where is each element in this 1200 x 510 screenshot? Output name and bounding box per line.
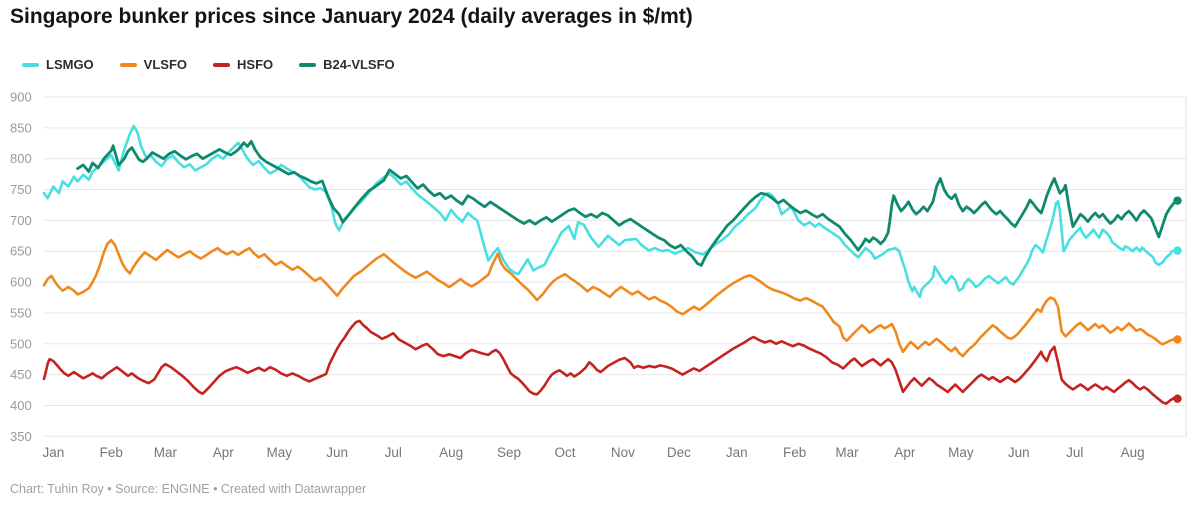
svg-text:550: 550 xyxy=(10,305,32,320)
series-line-b24-vlsfo xyxy=(76,139,1179,267)
hsfo-line-swatch-icon xyxy=(213,62,231,67)
series-endpoint-hsfo xyxy=(1173,394,1182,403)
legend-item-hsfo: HSFO xyxy=(213,57,273,72)
svg-text:May: May xyxy=(948,445,974,460)
svg-text:500: 500 xyxy=(10,336,32,351)
series-lsmgo xyxy=(42,124,1182,299)
series-line-hsfo xyxy=(42,319,1179,405)
legend-label-hsfo: HSFO xyxy=(237,57,274,72)
series-line-vlsfo xyxy=(42,238,1179,358)
chart-legend: LSMGO VLSFO HSFO B24-VLSFO xyxy=(22,57,395,72)
x-axis-labels: Jan Feb Mar Apr May Jun Jul Aug Sep Oct Nov Dec Jan F… xyxy=(42,445,1144,460)
y-axis-labels: 900 850 800 750 700 650 600 550 500 450 400 350 xyxy=(10,90,32,444)
svg-text:Aug: Aug xyxy=(1121,445,1145,460)
legend-item-b24-vlsfo: B24-VLSFO xyxy=(299,57,395,72)
svg-text:Feb: Feb xyxy=(100,445,123,460)
svg-text:Oct: Oct xyxy=(554,445,575,460)
svg-text:Mar: Mar xyxy=(154,445,178,460)
svg-text:May: May xyxy=(267,445,293,460)
series-endpoint-b24-vlsfo xyxy=(1173,196,1182,205)
svg-text:Aug: Aug xyxy=(439,445,463,460)
svg-text:650: 650 xyxy=(10,244,32,259)
legend-label-vlsfo: VLSFO xyxy=(143,57,188,72)
svg-text:750: 750 xyxy=(10,182,32,197)
svg-text:Jun: Jun xyxy=(326,445,348,460)
gridlines xyxy=(44,96,1187,437)
svg-text:Sep: Sep xyxy=(497,445,521,460)
svg-text:Dec: Dec xyxy=(667,445,691,460)
lsmgo-line-swatch-icon xyxy=(22,62,39,67)
series-endpoint-vlsfo xyxy=(1173,335,1182,344)
series-endpoint-lsmgo xyxy=(1173,246,1182,255)
b24-vlsfo-line-swatch-icon xyxy=(299,62,317,67)
svg-text:Nov: Nov xyxy=(611,445,635,460)
svg-text:Jun: Jun xyxy=(1008,445,1030,460)
svg-text:Jul: Jul xyxy=(385,445,402,460)
svg-text:600: 600 xyxy=(10,275,32,290)
series-line-lsmgo xyxy=(42,124,1179,299)
legend-label-b24-vlsfo: B24-VLSFO xyxy=(323,57,395,72)
svg-text:350: 350 xyxy=(10,429,32,444)
svg-text:Apr: Apr xyxy=(894,445,916,460)
svg-text:450: 450 xyxy=(10,367,32,382)
svg-text:850: 850 xyxy=(10,120,32,135)
svg-text:900: 900 xyxy=(10,90,32,105)
chart-attribution: Chart: Tuhin Roy • Source: ENGINE • Crea… xyxy=(10,482,367,496)
series-hsfo xyxy=(42,319,1182,405)
svg-text:800: 800 xyxy=(10,151,32,166)
legend-item-lsmgo: LSMGO xyxy=(22,57,94,72)
legend-item-vlsfo: VLSFO xyxy=(119,57,188,72)
svg-text:Apr: Apr xyxy=(213,445,235,460)
svg-text:Jan: Jan xyxy=(726,445,748,460)
svg-text:Feb: Feb xyxy=(783,445,806,460)
svg-text:Jan: Jan xyxy=(42,445,64,460)
svg-text:Mar: Mar xyxy=(835,445,859,460)
svg-text:700: 700 xyxy=(10,213,32,228)
series-vlsfo xyxy=(42,238,1182,358)
legend-label-lsmgo: LSMGO xyxy=(46,57,94,72)
svg-text:400: 400 xyxy=(10,398,32,413)
svg-text:Jul: Jul xyxy=(1066,445,1083,460)
page-title: Singapore bunker prices since January 20… xyxy=(10,5,693,28)
vlsfo-line-swatch-icon xyxy=(119,62,137,67)
series-b24-vlsfo xyxy=(76,139,1182,267)
